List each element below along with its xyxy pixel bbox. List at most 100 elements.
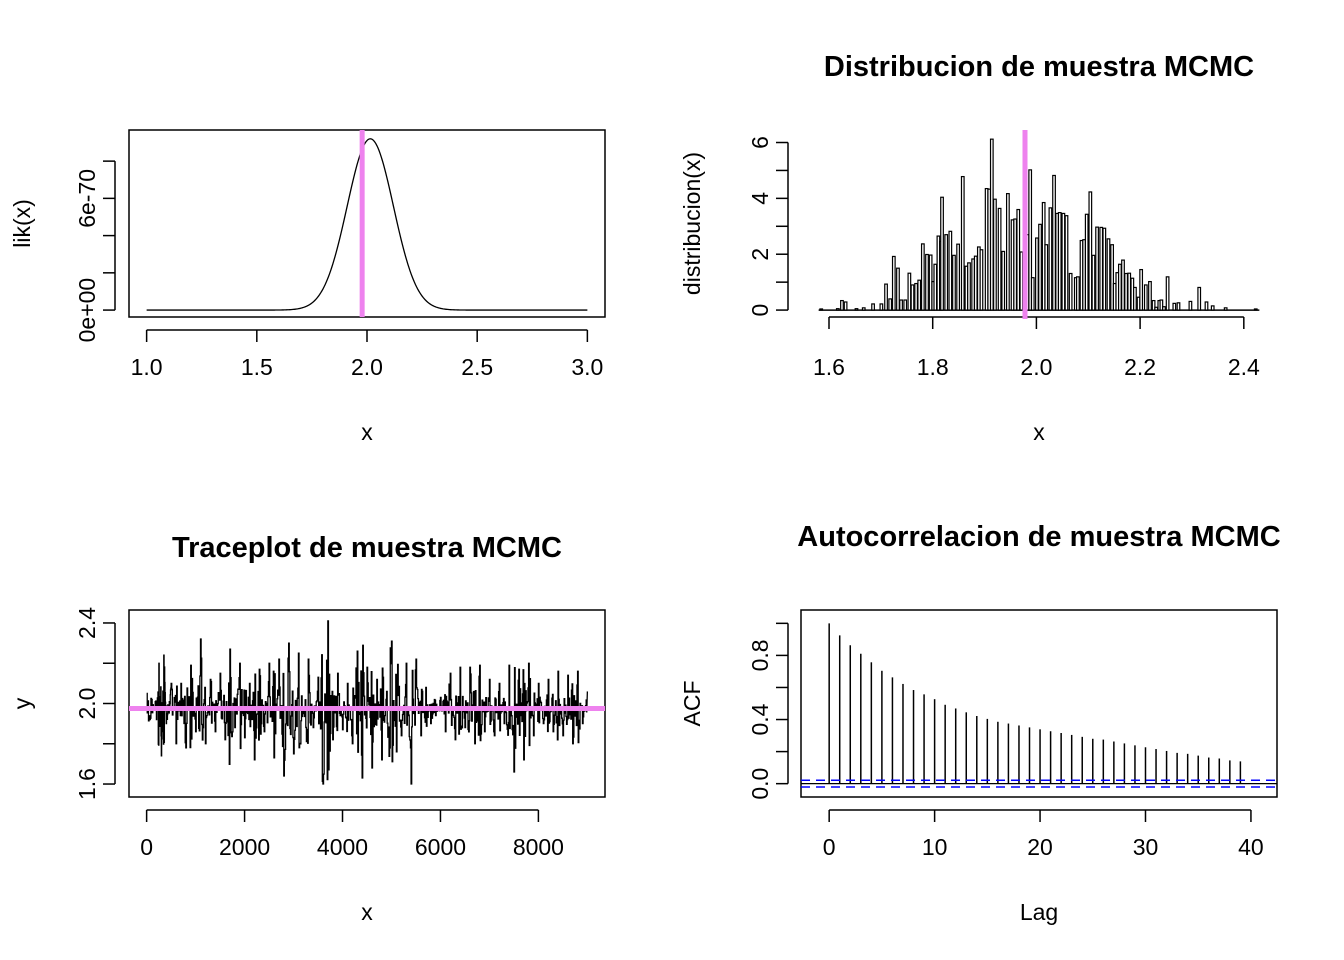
panel-acf: Autocorrelacion de muestra MCMC 0 10 20 30 4… [679,521,1281,925]
hist-bar [967,262,971,311]
y-tick-label: 0 [747,304,773,317]
hist-bar [1035,237,1039,311]
x-axis-title: x [361,419,373,445]
hist-bar [1172,302,1177,311]
y-tick-label: 2 [747,248,773,261]
x-tick-label: 1.8 [917,354,949,380]
hist-bar [1127,272,1132,311]
x-tick-label: 1.5 [241,354,273,380]
x-tick-label: 2.0 [351,354,383,380]
plot-frame [800,609,1278,798]
hist-bar [1044,244,1049,311]
x-tick-label: 6000 [415,834,466,860]
hist-bar [997,207,1002,311]
hist-bar [1048,207,1053,311]
y-tick-label: 0.4 [747,703,773,735]
hist-bar [1013,218,1018,311]
y-axis-title: distribucion(x) [679,152,705,295]
chart-title-acf: Autocorrelacion de muestra MCMC [797,521,1280,553]
hist-bar [843,301,848,311]
x-tick-label: 4000 [317,834,368,860]
hist-bar [948,230,953,311]
panel-distribution: Distribucion de muestra MCMC 1.6 1.8 2.0 2.… [679,51,1260,445]
y-tick-label: 0e+00 [74,278,100,343]
hist-bar [1117,263,1122,311]
hist-bar [989,138,994,311]
x-tick-label: 2.2 [1124,354,1156,380]
hist-bar [861,307,866,311]
y-tick-label: 2.4 [74,607,100,639]
y-axis-title: ACF [679,681,705,727]
hist-bar [1121,259,1125,311]
hist-bar [835,308,840,311]
hist-bar [1084,213,1089,311]
y-tick-label: 1.6 [74,768,100,800]
hist-bar [993,198,997,311]
hist-bar [854,308,859,311]
hist-bar [871,303,875,311]
hist-bar [1099,226,1104,311]
hist-bar [1038,223,1042,311]
hist-bar [960,175,965,311]
y-tick-label: 4 [747,192,773,205]
plot-frame [128,609,606,798]
x-tick-label: 2.4 [1228,354,1260,380]
x-axis-title: x [361,899,373,925]
hist-bar [1162,306,1166,311]
hist-bar [891,255,896,311]
hist-bar [1154,306,1159,311]
hist-bar [1176,302,1181,311]
hist-bar [903,299,908,311]
x-tick-label: 2000 [219,834,270,860]
plot-frame [128,129,606,318]
x-axis-title: x [1033,419,1045,445]
y-tick-label: 6 [747,136,773,149]
hist-bar [1110,244,1115,311]
x-tick-label: 1.6 [813,354,845,380]
hist-bar [1223,307,1228,311]
hist-bar [884,283,888,311]
x-tick-label: 20 [1027,834,1053,860]
hist-bar [840,299,844,311]
hist-bar [925,253,929,311]
hist-bar [1052,174,1056,311]
panel-traceplot: Traceplot de muestra MCMC 0 2000 4000 6000 8… [9,532,606,925]
y-tick-label: 0.8 [747,639,773,671]
x-axis-title: Lag [1020,899,1058,925]
hist-bar [979,249,984,311]
hist-bar [952,254,956,311]
hist-bar [1075,276,1080,311]
x-tick-label: 2.0 [1020,354,1052,380]
hist-bar [1124,272,1129,311]
hist-bar [917,279,922,311]
hist-bar [1016,208,1021,311]
hist-bar [1151,299,1156,311]
x-tick-label: 40 [1238,834,1264,860]
hist-bar [1165,276,1170,311]
hist-bar [940,196,944,311]
hist-bar [1143,284,1148,311]
y-tick-label: 6e-70 [74,169,100,228]
x-tick-label: 2.5 [461,354,493,380]
hist-bar [1064,215,1069,311]
hist-bar [1210,305,1215,311]
y-axis-title: y [9,697,35,709]
x-tick-label: 0 [823,834,836,860]
y-tick-label: 2.0 [74,688,100,720]
hist-bar [920,243,925,311]
hist-bar [1088,191,1093,311]
hist-bar [896,267,900,311]
hist-bar [1068,272,1073,311]
hist-bar [1106,238,1111,311]
trace-line [146,620,589,785]
hist-bar [1005,193,1010,311]
hist-bar [973,255,978,311]
hist-bar [819,308,824,311]
hist-bar [933,263,938,311]
hist-bar [914,282,919,311]
hist-bar [1019,251,1024,311]
chart-title-traceplot: Traceplot de muestra MCMC [172,532,562,564]
hist-bar [1188,300,1193,311]
hist-bar [1095,226,1099,311]
